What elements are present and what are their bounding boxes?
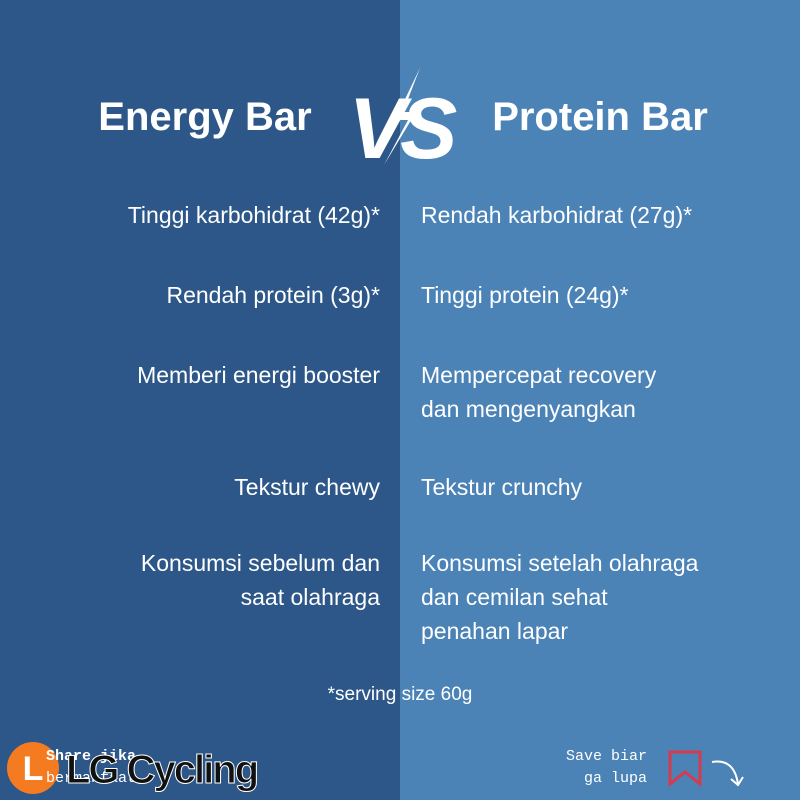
right-item: dan cemilan sehat: [421, 584, 608, 610]
left-title: Energy Bar: [98, 95, 312, 139]
lightning: [384, 68, 420, 165]
left-item: Tekstur chewy: [234, 474, 380, 500]
share-line: Share jika: [46, 748, 137, 765]
bookmark-icon: [668, 750, 702, 788]
vs-text: VS: [349, 81, 457, 177]
right-item: penahan lapar: [421, 618, 569, 644]
logo-circle: [7, 742, 59, 794]
left-item: Rendah protein (3g)*: [166, 282, 380, 308]
right-panel: [400, 0, 800, 800]
share-line: bermanfaat: [46, 770, 137, 787]
right-item: Tinggi protein (24g)*: [421, 282, 629, 308]
left-item: Konsumsi sebelum dan: [140, 550, 380, 576]
right-item: Konsumsi setelah olahraga: [421, 550, 699, 576]
right-item: Rendah karbohidrat (27g)*: [421, 202, 693, 228]
left-panel: [0, 0, 400, 800]
right-title: Protein Bar: [492, 95, 708, 139]
watermark-name: LG Cycling: [65, 748, 259, 793]
left-item: Tinggi karbohidrat (42g)*: [127, 202, 380, 228]
right-item: Mempercepat recovery: [421, 362, 657, 388]
footnote: *serving size 60g: [327, 684, 473, 705]
left-item: saat olahraga: [240, 584, 380, 610]
arrow-icon: [711, 760, 744, 787]
save-line: ga lupa: [584, 770, 648, 787]
logo-letter: L: [23, 750, 44, 788]
right-item: Tekstur crunchy: [421, 474, 583, 500]
left-item: Memberi energi booster: [137, 362, 380, 388]
save-line: Save biar: [566, 748, 648, 765]
right-item: dan mengenyangkan: [421, 396, 636, 422]
